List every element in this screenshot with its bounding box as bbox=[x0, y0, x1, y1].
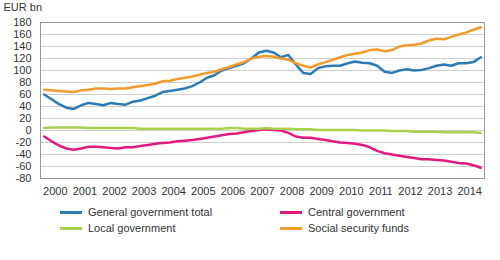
svg-text:2001: 2001 bbox=[73, 185, 97, 197]
svg-text:2014: 2014 bbox=[457, 185, 481, 197]
svg-text:2004: 2004 bbox=[161, 185, 185, 197]
html-text:Central government: Central government bbox=[308, 206, 405, 218]
svg-text:-20: -20 bbox=[16, 136, 32, 148]
svg-text:120: 120 bbox=[13, 52, 31, 64]
svg-text:2011: 2011 bbox=[369, 185, 393, 197]
svg-text:80: 80 bbox=[19, 76, 31, 88]
svg-text:2010: 2010 bbox=[339, 185, 363, 197]
html-text:Social security funds: Social security funds bbox=[308, 222, 409, 234]
svg-text:20: 20 bbox=[19, 112, 31, 124]
svg-text:-40: -40 bbox=[16, 148, 32, 160]
svg-text:40: 40 bbox=[19, 100, 31, 112]
svg-text:2000: 2000 bbox=[43, 185, 67, 197]
svg-text:2013: 2013 bbox=[428, 185, 452, 197]
svg-text:-80: -80 bbox=[16, 172, 32, 184]
svg-text:100: 100 bbox=[13, 64, 31, 76]
svg-text:2007: 2007 bbox=[250, 185, 274, 197]
svg-text:EUR bn: EUR bn bbox=[4, 1, 43, 13]
svg-text:2002: 2002 bbox=[102, 185, 126, 197]
svg-text:2003: 2003 bbox=[132, 185, 156, 197]
svg-text:60: 60 bbox=[19, 88, 31, 100]
svg-text:2005: 2005 bbox=[191, 185, 215, 197]
svg-text:2008: 2008 bbox=[280, 185, 304, 197]
svg-text:180: 180 bbox=[13, 16, 31, 28]
svg-text:140: 140 bbox=[13, 40, 31, 52]
svg-text:2012: 2012 bbox=[398, 185, 422, 197]
svg-text:2009: 2009 bbox=[309, 185, 333, 197]
svg-text:0: 0 bbox=[25, 124, 31, 136]
html-text:Local government: Local government bbox=[88, 222, 176, 234]
svg-text:2006: 2006 bbox=[221, 185, 245, 197]
svg-text:-60: -60 bbox=[16, 160, 32, 172]
html-text:General government total: General government total bbox=[88, 206, 213, 218]
svg-text:160: 160 bbox=[13, 28, 31, 40]
